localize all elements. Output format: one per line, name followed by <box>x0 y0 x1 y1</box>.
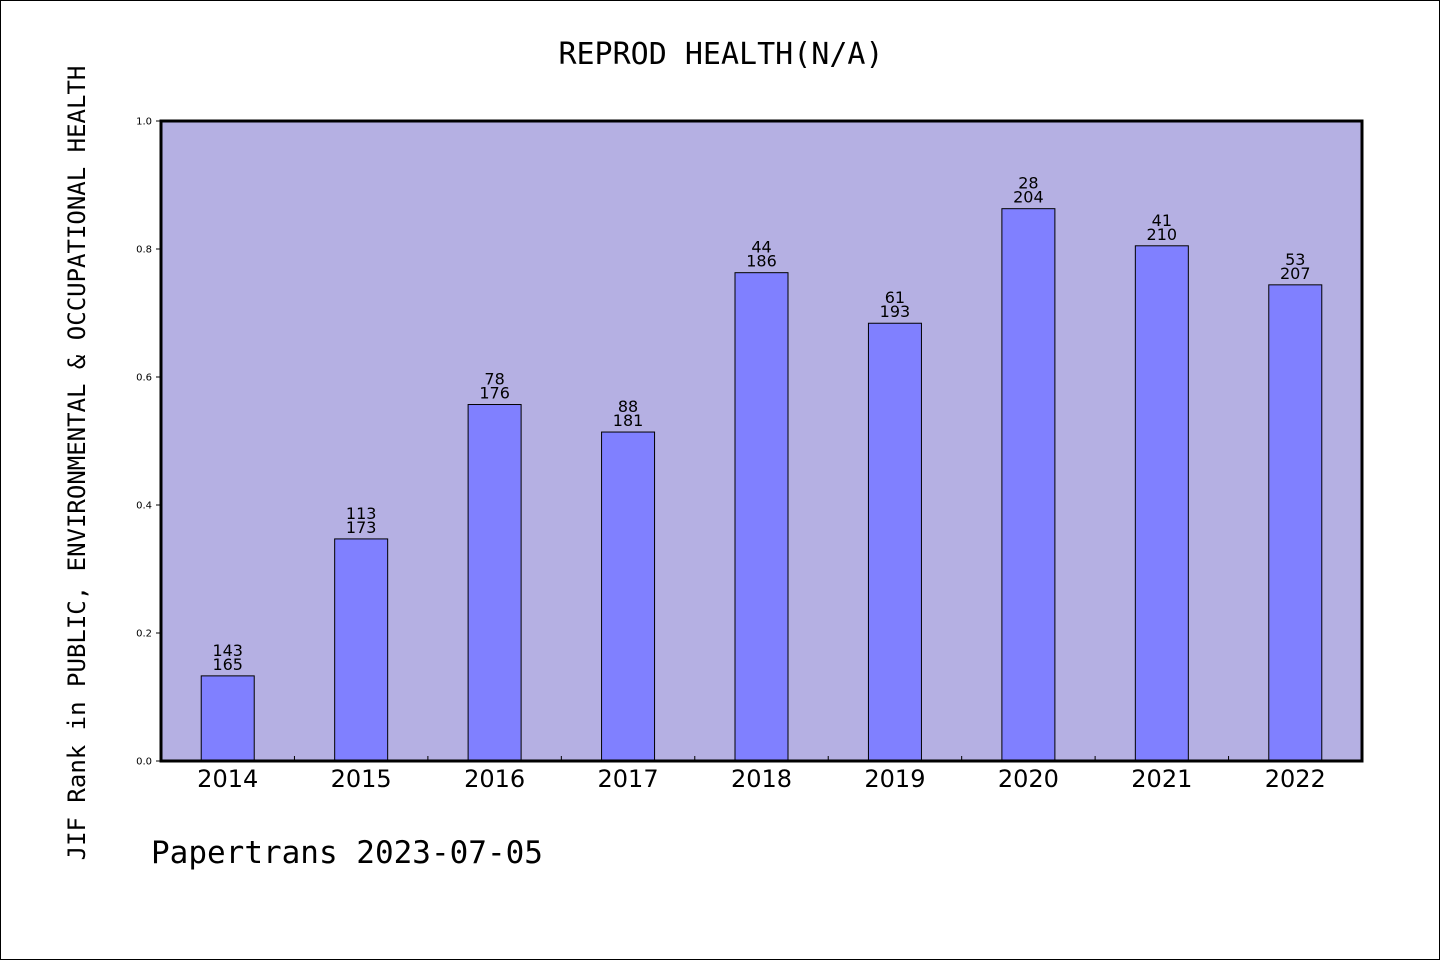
bar-2018 <box>734 272 789 762</box>
bar-rank-label: 88 <box>618 397 638 416</box>
bar-rank-label: 143 <box>212 641 243 660</box>
bar-rank-label: 53 <box>1285 250 1305 269</box>
x-tick-label: 2019 <box>864 765 925 793</box>
bar-rank-label: 113 <box>346 504 377 523</box>
y-tick-label: 0.0 <box>136 757 152 768</box>
bar-total-label: 204 <box>1013 188 1044 207</box>
x-tick-label: 2016 <box>464 765 525 793</box>
x-tick-label: 2015 <box>331 765 392 793</box>
y-tick-label: 0.8 <box>136 245 152 256</box>
x-tick-label: 2017 <box>598 765 659 793</box>
bar-total-label: 176 <box>479 384 510 403</box>
x-tick-label: 2022 <box>1265 765 1326 793</box>
bar-2015 <box>334 538 389 762</box>
bar-total-label: 207 <box>1280 264 1311 283</box>
bar-total-label: 173 <box>346 518 377 537</box>
bar-2021 <box>1134 245 1189 762</box>
bar-2016 <box>467 404 522 762</box>
bar-total-label: 181 <box>613 411 644 430</box>
x-tick-label: 2021 <box>1131 765 1192 793</box>
bar-rank-label: 28 <box>1018 174 1038 193</box>
bar-2020 <box>1001 208 1056 762</box>
chart-title: REPROD HEALTH(N/A) <box>558 37 884 72</box>
y-tick-label: 0.6 <box>136 373 152 384</box>
bar-rank-label: 44 <box>751 238 771 257</box>
x-tick-label: 2014 <box>197 765 258 793</box>
bar-total-label: 165 <box>212 655 243 674</box>
y-tick-label: 0.2 <box>136 629 152 640</box>
bar-rank-label: 78 <box>484 370 504 389</box>
bar-total-label: 210 <box>1147 225 1178 244</box>
bar-rank-label: 61 <box>885 288 905 307</box>
bar-2019 <box>867 322 922 762</box>
y-tick-label: 1.0 <box>136 117 152 128</box>
watermark: Papertrans 2023-07-05 <box>151 835 543 871</box>
bar-2014 <box>200 675 255 762</box>
x-tick-label: 2018 <box>731 765 792 793</box>
bar-total-label: 186 <box>746 252 777 271</box>
bar-2022 <box>1268 284 1323 762</box>
x-tick-label: 2020 <box>998 765 1059 793</box>
y-tick-label: 0.4 <box>136 501 152 512</box>
bar-total-label: 193 <box>880 302 911 321</box>
bar-rank-label: 41 <box>1152 211 1172 230</box>
bar-2017 <box>601 431 656 762</box>
plot-border <box>159 119 1364 763</box>
